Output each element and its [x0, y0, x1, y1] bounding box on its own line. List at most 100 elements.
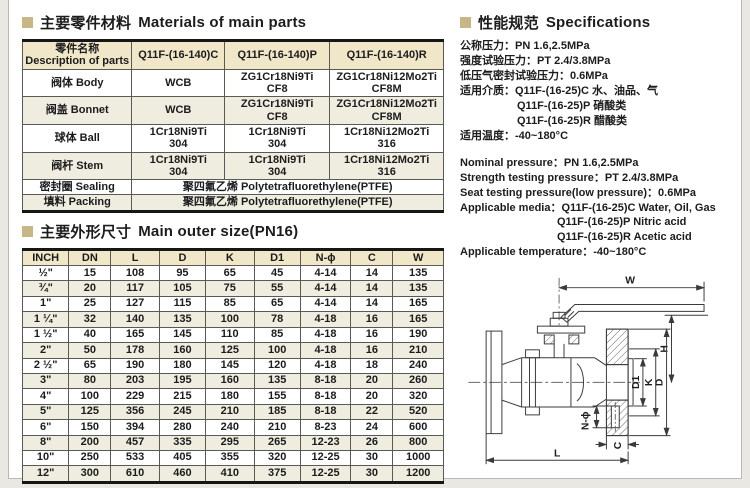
value-cell: 1Cr18Ni9Ti 304	[224, 151, 331, 181]
specs-title-en: Specifications	[545, 14, 651, 31]
value-cell: 410	[205, 465, 255, 483]
table-row: 12" 300 610 460 410 375 12-25 30 1200	[21, 465, 444, 483]
value-cell: 394	[110, 419, 160, 436]
spec-line: Q11F-(16-25)P Nitric acid	[557, 216, 687, 229]
value-cell: 265	[253, 434, 301, 451]
dim-label-nphi: N-ϕ	[581, 412, 592, 431]
row-label-cell: 4"	[21, 388, 70, 405]
spec-line: Nominal pressure：PN 1.6,2.5MPa	[460, 156, 639, 169]
dim-label-d: D	[655, 378, 666, 386]
column-header: K	[205, 248, 255, 267]
value-cell: 14	[350, 295, 394, 313]
table-row: 阀盖 Bonnet WCB ZG1Cr18Ni9Ti CF8 ZG1Cr18Ni12M…	[21, 96, 444, 125]
value-cell: 375	[253, 465, 301, 483]
value-cell: 18	[350, 357, 394, 374]
value-cell: 95	[158, 265, 207, 282]
value-cell: 260	[392, 372, 444, 390]
value-cell: 30	[350, 465, 394, 483]
value-cell: 16	[350, 326, 394, 344]
column-header: Q11F-(16-140)R	[329, 40, 444, 70]
materials-table-body: 阀体 Body WCB ZG1Cr18Ni9Ti CF8 ZG1Cr18Ni12Mo2…	[21, 68, 444, 212]
value-cell: 8-18	[299, 403, 352, 421]
value-cell: 110	[205, 326, 255, 344]
row-label-cell: 10"	[21, 449, 70, 467]
column-header: INCH	[21, 248, 70, 267]
raised-face	[627, 358, 634, 407]
gland-bolt-right	[568, 334, 580, 345]
dim-label-k: K	[644, 378, 655, 386]
value-cell: 65	[253, 295, 301, 313]
specs-title-cn: 性能规范	[478, 15, 539, 32]
value-cell: 16	[350, 342, 394, 359]
value-cell: 30	[350, 449, 394, 467]
value-cell: 520	[392, 403, 444, 421]
value-cell: 355	[205, 449, 255, 467]
value-cell: 800	[392, 434, 444, 451]
value-cell: 240	[392, 357, 444, 374]
value-cell: 155	[253, 388, 301, 405]
row-label-cell: 8"	[21, 434, 70, 451]
value-cell: ZG1Cr18Ni12Mo2Ti CF8M	[329, 68, 444, 98]
spec-line: Applicable media：Q11F-(16-25)C Water, Oi…	[460, 201, 716, 214]
row-label-cell: 2 ½"	[21, 357, 70, 374]
right-flange-section-top	[605, 328, 629, 366]
value-cell: 117	[110, 280, 160, 297]
table-row: 密封圈 Sealing 聚四氟乙烯 Polytetrafluorethylene(…	[21, 179, 444, 196]
row-label-cell: 密封圈 Sealing	[21, 179, 133, 196]
value-cell: 14	[350, 280, 394, 297]
left-column: 主要零件材料 Materials of main parts 零件名称 Desc…	[21, 4, 444, 484]
value-cell: 145	[205, 357, 255, 374]
value-cell: 180	[158, 357, 207, 374]
value-cell: 200	[68, 434, 112, 451]
dim-label-d1: D1	[631, 376, 642, 389]
value-cell: 335	[158, 434, 207, 451]
value-cell: 20	[68, 280, 112, 297]
table-row: 5" 125 356 245 210 185 8-18 22 520	[21, 403, 444, 421]
value-cell: 100	[205, 311, 255, 328]
value-cell: 229	[110, 388, 160, 405]
table-row: 填料 Packing 聚四氟乙烯 Polytetrafluorethylene(P…	[21, 194, 444, 212]
column-header: L	[110, 248, 160, 267]
value-cell: 185	[253, 403, 301, 421]
row-label-cell: 1 ¼"	[21, 311, 70, 328]
dim-label-w: W	[625, 276, 635, 287]
value-cell: 280	[158, 419, 207, 436]
value-cell: 150	[68, 419, 112, 436]
dimensions-title-en: Main outer size(PN16)	[138, 222, 299, 240]
row-label-cell: 6"	[21, 419, 70, 436]
dimensions-section-heading: 主要外形尺寸 Main outer size(PN16)	[22, 221, 444, 242]
value-cell: ZG1Cr18Ni12Mo2Ti CF8M	[329, 96, 444, 125]
materials-section-heading: 主要零件材料 Materials of main parts	[22, 12, 444, 33]
value-cell: 300	[68, 465, 112, 483]
table-row: 阀杆 Stem 1Cr18Ni9Ti 304 1Cr18Ni9Ti 304 1Cr18…	[21, 151, 444, 181]
column-header: 零件名称 Description of parts	[21, 40, 133, 70]
row-label-cell: 1 ½"	[21, 326, 70, 344]
section-bullet-icon	[22, 17, 33, 28]
value-cell: 85	[253, 326, 301, 344]
column-header: Q11F-(16-140)P	[224, 40, 331, 70]
table-row: 8" 200 457 335 295 265 12-23 26 800	[21, 434, 444, 451]
section-bullet-icon	[22, 225, 33, 237]
dimensions-title-cn: 主要外形尺寸	[40, 223, 132, 241]
value-cell: 8-23	[299, 419, 352, 436]
dim-label-c: C	[613, 442, 624, 450]
value-cell: 12-25	[299, 465, 352, 483]
value-cell: WCB	[131, 96, 226, 125]
value-cell: 135	[392, 265, 444, 282]
row-label-cell: 2"	[21, 342, 70, 359]
value-cell: 160	[158, 342, 207, 359]
value-cell: 25	[68, 295, 112, 313]
value-cell: 20	[350, 372, 394, 390]
value-cell: 4-18	[299, 326, 352, 344]
row-label-cell: 12"	[21, 465, 70, 483]
row-label-cell: ½"	[21, 265, 70, 282]
spec-line: Q11F-(16-25)P 硝酸类	[517, 99, 627, 112]
row-label-cell: 3"	[21, 372, 70, 390]
handle-lever	[560, 304, 705, 324]
value-cell: 356	[110, 403, 160, 421]
value-cell: 600	[392, 419, 444, 436]
ball-outline	[576, 363, 584, 402]
materials-table-header: 零件名称 Description of parts Q11F-(16-140)C…	[21, 40, 444, 70]
value-cell: 165	[392, 295, 444, 313]
spec-line: Applicable temperature：-40~180°C	[460, 246, 647, 259]
